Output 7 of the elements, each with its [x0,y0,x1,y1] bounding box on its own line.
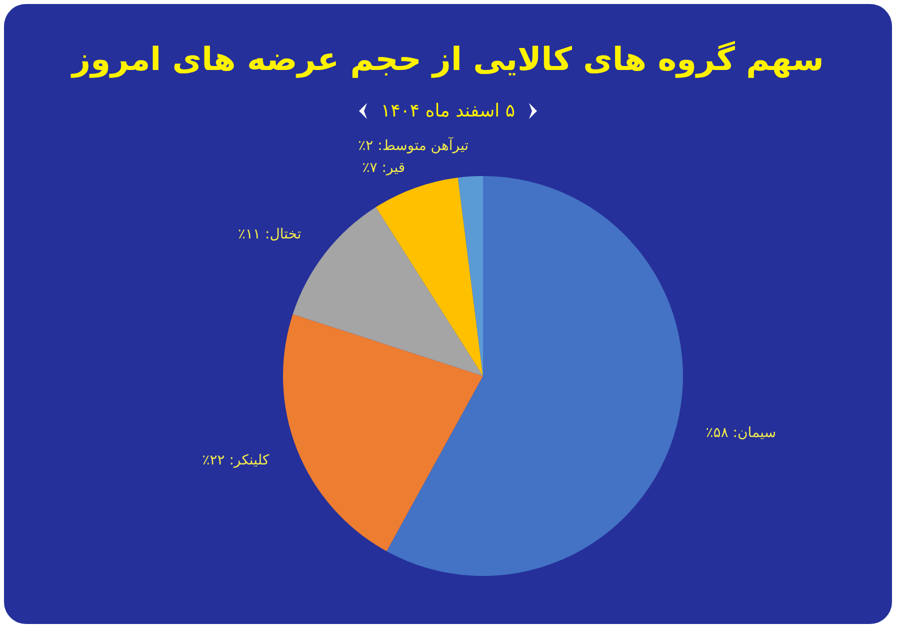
chart-subtitle: ۵ اسفند ماه ۱۴۰۴ [380,100,516,122]
slice-label: قیر: ۷٪ [362,160,406,176]
slice-label: تیرآهن متوسط: ۲٪ [358,136,469,154]
chart-title: سهم گروه های کالایی از حجم عرضه های امروز [70,40,825,78]
slice-label: تختال: ۱۱٪ [238,226,302,243]
slice-label: کلینکر: ۲۲٪ [202,452,270,468]
slice-label: سیمان: ۵۸٪ [706,424,776,441]
